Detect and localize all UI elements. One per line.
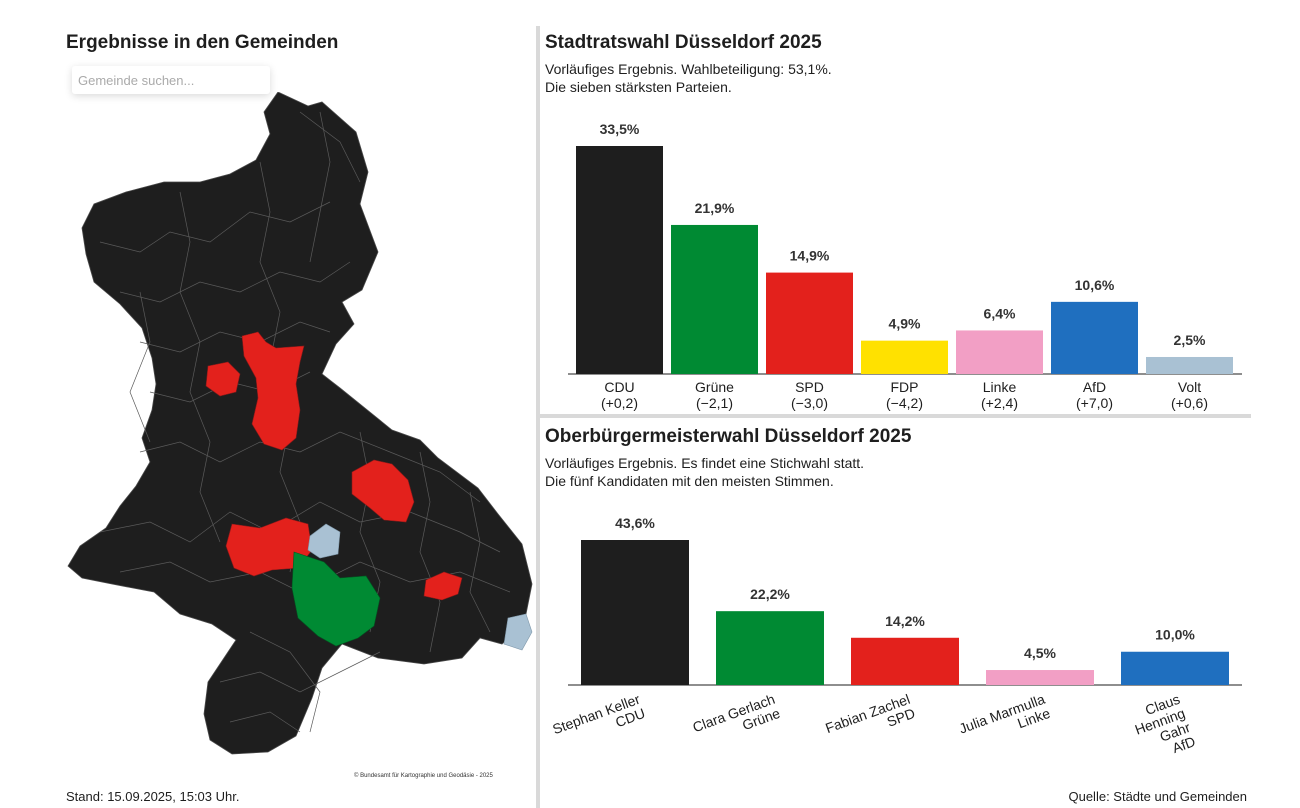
category-label: SPD bbox=[795, 379, 824, 395]
category-label: Volt bbox=[1178, 379, 1201, 395]
map-region-spd[interactable] bbox=[423, 571, 463, 601]
change-label: (−4,2) bbox=[886, 395, 923, 411]
change-label: (−2,1) bbox=[696, 395, 733, 411]
change-label: (+7,0) bbox=[1076, 395, 1113, 411]
category-label: AfD bbox=[1083, 379, 1106, 395]
council-chart-subtitle-1: Vorläufiges Ergebnis. Wahlbeteiligung: 5… bbox=[545, 61, 832, 77]
bar[interactable] bbox=[671, 224, 758, 374]
category-label: FDP bbox=[891, 379, 919, 395]
council-bar-chart: 33,5%CDU(+0,2)21,9%Grüne(−2,1)14,9%SPD(−… bbox=[568, 121, 1242, 411]
category-label: Linke bbox=[983, 379, 1017, 395]
council-chart-title: Stadtratswahl Düsseldorf 2025 bbox=[545, 32, 822, 53]
data-label: 33,5% bbox=[600, 121, 640, 137]
data-label: 4,5% bbox=[1024, 645, 1056, 661]
bar[interactable] bbox=[861, 340, 948, 374]
change-label: (+0,6) bbox=[1171, 395, 1208, 411]
vertical-divider bbox=[536, 26, 540, 808]
bar[interactable] bbox=[1121, 651, 1229, 685]
council-chart-subtitle-2: Die sieben stärksten Parteien. bbox=[545, 79, 732, 95]
bar[interactable] bbox=[956, 330, 1043, 374]
bar[interactable] bbox=[1051, 301, 1138, 374]
mayor-chart-title: Oberbürgermeisterwahl Düsseldorf 2025 bbox=[545, 426, 912, 447]
change-label: (+0,2) bbox=[601, 395, 638, 411]
data-label: 43,6% bbox=[615, 515, 655, 531]
data-label: 2,5% bbox=[1174, 332, 1206, 348]
map-region-cdu[interactable] bbox=[67, 92, 533, 755]
map-copyright: © Bundesamt für Kartographie und Geodäsi… bbox=[354, 773, 493, 779]
change-label: (−3,0) bbox=[791, 395, 828, 411]
data-label: 22,2% bbox=[750, 586, 790, 602]
data-label: 4,9% bbox=[889, 316, 921, 332]
data-label: 10,6% bbox=[1075, 277, 1115, 293]
category-label: CDU bbox=[604, 379, 634, 395]
category-label: Grüne bbox=[695, 379, 734, 395]
data-label: 21,9% bbox=[695, 200, 735, 216]
bar[interactable] bbox=[716, 611, 824, 685]
data-label: 10,0% bbox=[1155, 627, 1195, 643]
source-note: Quelle: Städte und Gemeinden bbox=[1068, 789, 1247, 804]
municipality-search-input[interactable] bbox=[72, 66, 270, 94]
timestamp: Stand: 15.09.2025, 15:03 Uhr. bbox=[66, 789, 240, 804]
bar[interactable] bbox=[766, 272, 853, 374]
municipality-map[interactable] bbox=[60, 92, 536, 764]
municipality-borders bbox=[99, 111, 511, 733]
data-label: 6,4% bbox=[984, 305, 1016, 321]
map-region-spd[interactable] bbox=[205, 361, 241, 397]
bar[interactable] bbox=[576, 146, 663, 374]
category-label-line: AfD bbox=[1170, 733, 1197, 756]
map-region-spd[interactable] bbox=[351, 459, 415, 523]
mayor-chart-subtitle-2: Die fünf Kandidaten mit den meisten Stim… bbox=[545, 473, 834, 489]
bar[interactable] bbox=[851, 637, 959, 685]
map-region-gruene[interactable] bbox=[291, 551, 381, 647]
data-label: 14,2% bbox=[885, 613, 925, 629]
bar[interactable] bbox=[1146, 356, 1233, 374]
map-title: Ergebnisse in den Gemeinden bbox=[66, 32, 339, 53]
map-region-volt[interactable] bbox=[307, 523, 341, 559]
data-label: 14,9% bbox=[790, 248, 830, 264]
map-region-spd[interactable] bbox=[241, 331, 305, 451]
horizontal-divider bbox=[540, 414, 1251, 418]
change-label: (+2,4) bbox=[981, 395, 1018, 411]
mayor-chart-subtitle-1: Vorläufiges Ergebnis. Es findet eine Sti… bbox=[545, 455, 865, 471]
map-region-volt[interactable] bbox=[503, 613, 533, 651]
bar[interactable] bbox=[581, 540, 689, 685]
bar[interactable] bbox=[986, 670, 1094, 685]
